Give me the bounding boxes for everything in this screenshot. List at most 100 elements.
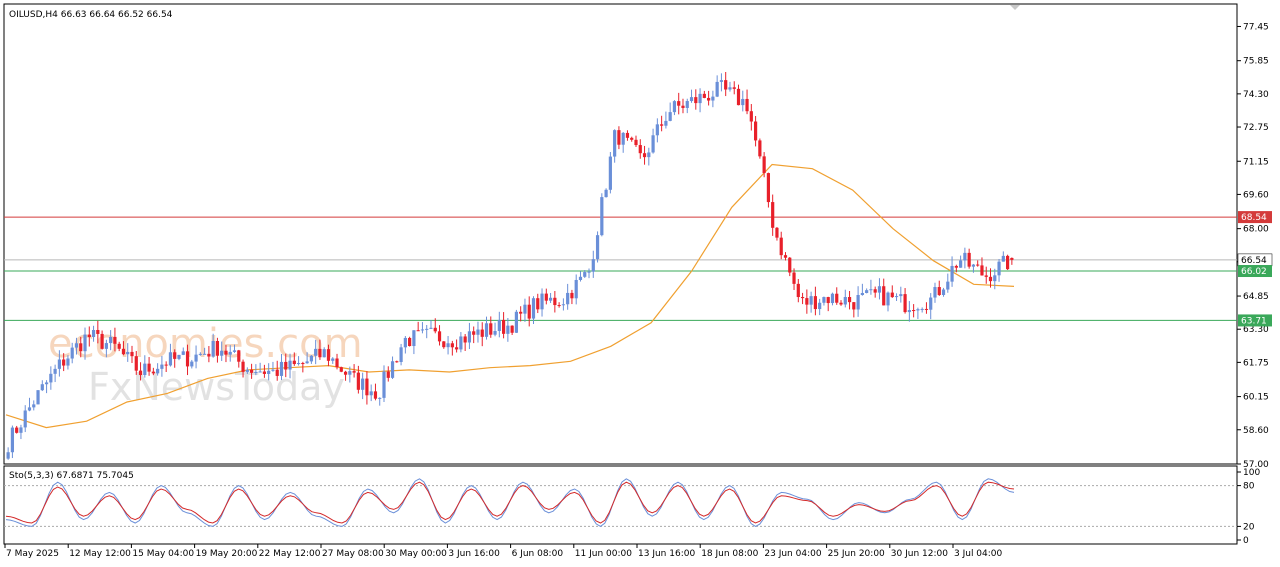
candle xyxy=(343,370,348,381)
candle xyxy=(971,263,976,273)
candle xyxy=(566,283,570,310)
time-tick-label: 25 Jun 20:00 xyxy=(828,549,885,559)
candle xyxy=(894,293,899,301)
candle xyxy=(348,366,352,383)
candle xyxy=(959,255,963,268)
candle xyxy=(19,424,23,440)
candle xyxy=(459,332,463,353)
candle xyxy=(954,264,958,273)
candle xyxy=(758,138,762,159)
candle xyxy=(138,362,143,381)
candle xyxy=(677,92,681,115)
moving-average-layer xyxy=(5,163,1015,429)
candle xyxy=(608,151,612,194)
candle xyxy=(506,317,510,342)
candle xyxy=(600,193,604,237)
candle xyxy=(997,258,1001,282)
candle xyxy=(634,135,638,147)
candle xyxy=(826,296,830,312)
candle xyxy=(660,115,664,132)
candle xyxy=(933,282,937,303)
candle xyxy=(497,311,501,338)
candle xyxy=(775,226,779,241)
time-tick-label: 6 Jun 08:00 xyxy=(512,549,564,559)
level-badge xyxy=(1238,265,1272,278)
candle xyxy=(245,367,249,375)
candle xyxy=(284,353,288,378)
candle xyxy=(835,287,839,305)
candle xyxy=(83,327,87,360)
candle xyxy=(822,296,826,306)
horizontal-levels-layer xyxy=(4,216,1237,321)
candle xyxy=(412,330,416,355)
candle xyxy=(437,325,442,346)
candle xyxy=(792,268,796,290)
candle xyxy=(800,292,805,305)
candle xyxy=(258,362,262,373)
candle xyxy=(899,286,903,303)
time-tick-label: 11 Jun 00:00 xyxy=(575,549,632,559)
candle xyxy=(523,298,527,322)
chart-scroll-marker-icon[interactable] xyxy=(1010,5,1020,10)
candle xyxy=(741,90,745,112)
candle xyxy=(314,339,318,365)
candle xyxy=(104,339,108,358)
candle xyxy=(403,336,407,354)
candle xyxy=(455,339,459,353)
candle xyxy=(489,316,493,338)
candle xyxy=(595,231,600,263)
candle xyxy=(181,347,185,356)
price-axis: 77.4575.8574.3072.7571.1569.6068.0066.45… xyxy=(1237,22,1273,470)
candle xyxy=(91,325,96,342)
candle xyxy=(382,365,386,403)
candle xyxy=(980,257,984,276)
candle xyxy=(361,372,365,400)
price-tick-label: 71.15 xyxy=(1243,157,1269,167)
candle xyxy=(839,300,843,306)
candle xyxy=(254,364,258,376)
candle xyxy=(164,361,168,373)
candle xyxy=(87,326,91,347)
candle xyxy=(561,298,565,311)
price-tick-label: 58.60 xyxy=(1243,426,1269,436)
time-tick-label: 27 May 08:00 xyxy=(322,549,384,559)
candle xyxy=(591,250,595,278)
stochastic-frame xyxy=(3,465,1238,545)
price-tick-label: 74.30 xyxy=(1243,90,1269,100)
candle xyxy=(771,194,775,236)
candle xyxy=(548,292,553,304)
candle xyxy=(1005,254,1010,270)
time-axis: 7 May 2025 12 May 12:00 15 May 04:00 19 May… xyxy=(4,544,1003,559)
candle xyxy=(279,354,284,381)
candle xyxy=(275,360,279,381)
candle xyxy=(390,356,395,380)
candle xyxy=(916,307,920,319)
candle xyxy=(865,288,869,294)
candle xyxy=(32,400,36,411)
candle xyxy=(113,327,117,352)
candle xyxy=(745,89,749,115)
main-chart-frame xyxy=(3,3,1238,465)
candle xyxy=(912,304,916,318)
stochastic-tick-label: 20 xyxy=(1243,522,1255,532)
candle xyxy=(873,286,877,298)
candle xyxy=(519,306,523,322)
time-tick-label: 13 Jun 16:00 xyxy=(638,549,695,559)
candle xyxy=(395,360,399,363)
candle xyxy=(237,349,241,368)
candle xyxy=(967,248,971,269)
candle xyxy=(920,307,924,313)
price-tick-label: 77.45 xyxy=(1243,22,1269,32)
candle xyxy=(177,354,181,361)
candle xyxy=(74,337,79,355)
candle xyxy=(296,356,301,366)
candle xyxy=(805,289,809,314)
candle xyxy=(762,152,766,178)
candle xyxy=(621,131,625,153)
candle xyxy=(241,359,245,378)
candle xyxy=(728,81,732,92)
candle xyxy=(907,301,911,322)
candle xyxy=(10,425,15,459)
candle xyxy=(326,344,331,367)
symbol-info: OILUSD,H4 66.63 66.64 66.52 66.54 xyxy=(9,10,173,20)
